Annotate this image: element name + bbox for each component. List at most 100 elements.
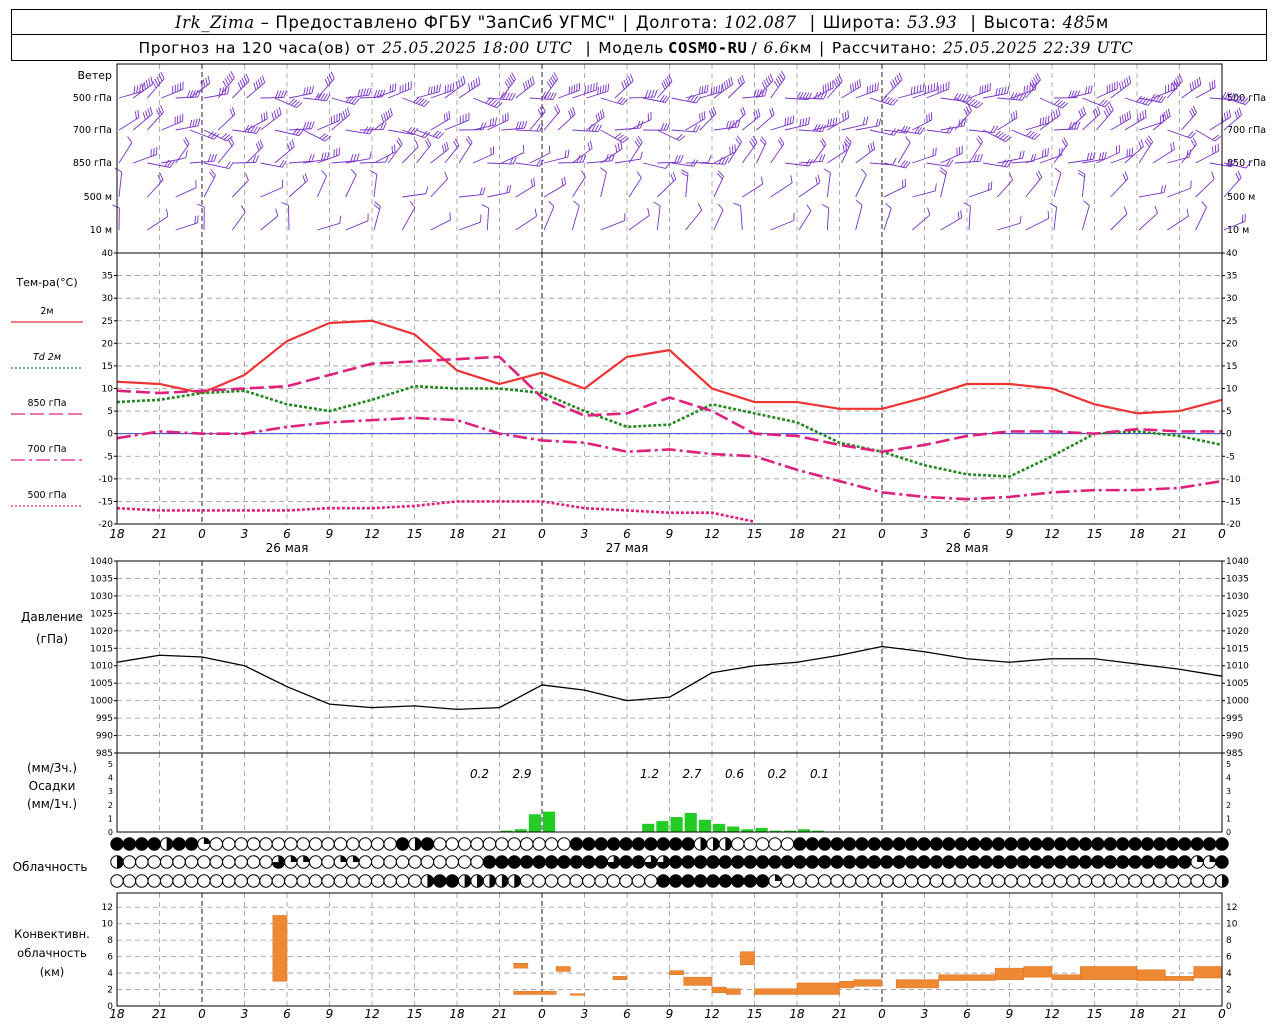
y-tick-label: 25 <box>1226 317 1237 327</box>
wind-barb-feather <box>808 159 814 167</box>
cloud-cover-icon <box>1202 874 1217 888</box>
wind-barb-feather <box>959 93 965 101</box>
wind-barb-feather <box>1158 95 1164 103</box>
cloud-cover-icon <box>482 855 497 869</box>
wind-barb <box>912 89 938 99</box>
wind-level-label: 10 м <box>1227 225 1249 236</box>
wind-barb-feather <box>425 140 430 148</box>
cloud-cover-icon <box>296 874 310 888</box>
wind-barb <box>288 205 290 231</box>
wind-barb-feather <box>905 161 911 169</box>
wind-barb-feather <box>430 86 433 95</box>
cloud-cover-icon <box>520 874 534 888</box>
wind-barb-feather <box>1123 79 1127 87</box>
wind-barb <box>699 162 726 165</box>
wind-barb <box>1025 218 1049 231</box>
wind-barb-feather <box>303 87 306 96</box>
wind-barb-feather <box>494 117 498 125</box>
wind-barb-feather <box>619 136 627 142</box>
convective-cloud-bar <box>938 974 996 981</box>
wind-barb-feather <box>536 159 542 167</box>
wind-barb-feather <box>418 98 425 105</box>
wind-barb-feather <box>454 138 460 146</box>
wind-barb-feather <box>152 80 157 89</box>
y-tick-label: 1020 <box>1226 627 1249 637</box>
wind-barb <box>727 81 745 99</box>
x-tick-label: 12 <box>364 527 379 541</box>
cloud-cover-icon-half <box>514 874 521 888</box>
wind-barb-feather <box>385 111 389 119</box>
cloud-cover-icon-half <box>464 874 471 888</box>
wind-barb-feather <box>521 121 525 129</box>
wind-barb-feather <box>197 203 205 208</box>
wind-barb <box>543 111 561 131</box>
x-tick-label: 0 <box>1218 1007 1226 1021</box>
precip-bar <box>741 829 754 832</box>
wind-barb-feather <box>849 84 852 93</box>
wind-barb-feather <box>368 87 372 96</box>
legend-label: 700 гПа <box>27 444 66 455</box>
wind-barb-feather <box>749 140 754 148</box>
wind-barb-feather <box>275 90 279 98</box>
wind-barb-feather <box>389 107 393 116</box>
wind-barb-feather <box>1042 117 1045 125</box>
wind-barb-feather <box>919 84 922 93</box>
wind-barb-feather <box>552 92 557 100</box>
x-tick-label: 3 <box>921 1007 929 1021</box>
wind-barb-feather <box>1092 151 1096 160</box>
wind-barb-feather <box>319 133 326 139</box>
wind-barb <box>118 171 123 198</box>
wind-barb-feather <box>244 124 250 132</box>
wind-barb <box>855 89 878 99</box>
wind-barb-feather <box>666 123 671 131</box>
wind-barb-feather <box>1237 170 1242 179</box>
wind-barb-feather <box>1103 110 1108 118</box>
wind-barb-feather <box>647 207 650 216</box>
wind-barb-feather <box>462 75 466 84</box>
wind-barb-feather <box>1013 111 1016 120</box>
wind-barb <box>147 111 164 131</box>
x-tick-label: 18 <box>449 1007 465 1021</box>
x-tick-label: 21 <box>1172 527 1187 541</box>
wind-barb-feather <box>737 78 741 87</box>
precip-bar <box>727 826 740 832</box>
cloud-cover-icon <box>1103 855 1117 869</box>
convective-title-line: Конвективн. <box>14 927 90 941</box>
cloud-cover-icon <box>669 855 683 869</box>
wind-barb-feather <box>541 104 546 112</box>
wind-barb-feather <box>255 80 259 89</box>
wind-barb-feather <box>506 79 511 87</box>
cloud-cover-icon <box>395 874 410 888</box>
wind-barb-feather <box>1007 160 1012 168</box>
wind-barb-feather <box>1224 92 1229 100</box>
wind-barb-feather <box>271 112 275 121</box>
cloud-cover-icon <box>966 874 981 888</box>
wind-barb-feather <box>654 89 658 98</box>
wind-barb <box>898 129 921 135</box>
model-name: COSMO-RU <box>668 38 748 57</box>
cloud-cover-icon <box>1153 837 1167 851</box>
cloud-cover-icon <box>222 837 236 851</box>
wind-barb-feather <box>1077 172 1085 178</box>
wind-barb-feather <box>326 76 331 84</box>
wind-barb-feather <box>523 120 528 129</box>
wind-barb <box>1138 212 1158 231</box>
cloud-cover-icon <box>1053 837 1068 851</box>
wind-barb-feather <box>792 115 795 124</box>
wind-barb-feather <box>1126 112 1129 120</box>
cloud-cover-icon <box>842 874 857 888</box>
wind-barb-feather <box>1101 152 1105 160</box>
cloud-cover-icon <box>184 874 199 888</box>
y-tick-label: 5 <box>107 407 113 417</box>
wind-barb-feather <box>775 78 781 86</box>
wind-barb <box>1082 97 1105 108</box>
cloud-cover-icon <box>1140 855 1155 869</box>
y-tick-label: 20 <box>102 339 114 349</box>
wind-barb-feather <box>240 205 246 213</box>
wind-barb <box>812 144 827 164</box>
wind-barb <box>373 114 393 131</box>
x-tick-label: 12 <box>364 1007 379 1021</box>
x-tick-label: 18 <box>789 1007 805 1021</box>
wind-barb <box>203 129 227 142</box>
x-tick-label: 21 <box>152 527 167 541</box>
